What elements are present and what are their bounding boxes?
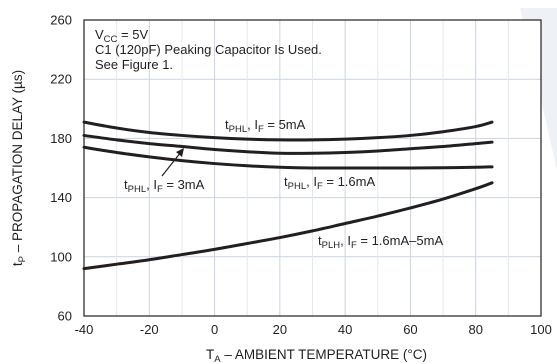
series-tphl-1-6ma-label: tPHL, IF = 1.6mA [284,174,375,192]
series-tphl-3ma-line [82,133,494,155]
x-tick-label: -40 [75,322,94,337]
series-tplh-1-6ma-5ma-label: tPLH, IF = 1.6mA–5mA [318,233,443,251]
y-tick-label: 140 [50,190,72,205]
condition-note: C1 (120pF) Peaking Capacitor Is Used. [95,42,322,57]
series-group [82,120,494,271]
label-leader-arrowhead [176,148,184,157]
condition-note: VCC = 5V [95,27,148,45]
y-axis-title: tP – PROPAGATION DELAY (µs) [10,70,28,266]
x-tick-label: 60 [403,322,417,337]
series-tphl-5ma-label: tPHL, IF = 5mA [225,117,306,135]
condition-note: See Figure 1. [95,57,173,72]
x-tick-label: 100 [530,322,552,337]
series-tphl-3ma-label: tPHL, IF = 3mA [124,177,205,195]
series-tphl-5ma-line [82,120,494,142]
series-tplh-1-6ma-5ma-line [82,181,494,271]
y-tick-label: 60 [58,309,72,324]
x-tick-label: 80 [468,322,482,337]
x-tick-label: 20 [273,322,287,337]
axis-titles: TA – AMBIENT TEMPERATURE (°C) tP – PROPAG… [10,70,427,364]
curve-labels: tPHL, IF = 5mA tPHL, IF = 3mA tPHL, IF = 1… [124,117,443,251]
plot-frame [83,19,542,317]
x-axis-title: TA – AMBIENT TEMPERATURE (°C) [206,347,427,364]
label-leader-line [161,151,182,177]
tick-labels: -40 -20 0 20 40 60 80 100 60 100 140 180 220 260 [50,13,552,338]
y-tick-label: 260 [50,13,72,28]
x-tick-label: -20 [140,322,159,337]
y-tick-label: 220 [50,72,72,87]
y-tick-label: 180 [50,131,72,146]
x-tick-label: 40 [338,322,352,337]
x-tick-label: 0 [211,322,218,337]
series-tphl-1-6ma-line [82,145,494,170]
y-tick-label: 100 [50,249,72,264]
